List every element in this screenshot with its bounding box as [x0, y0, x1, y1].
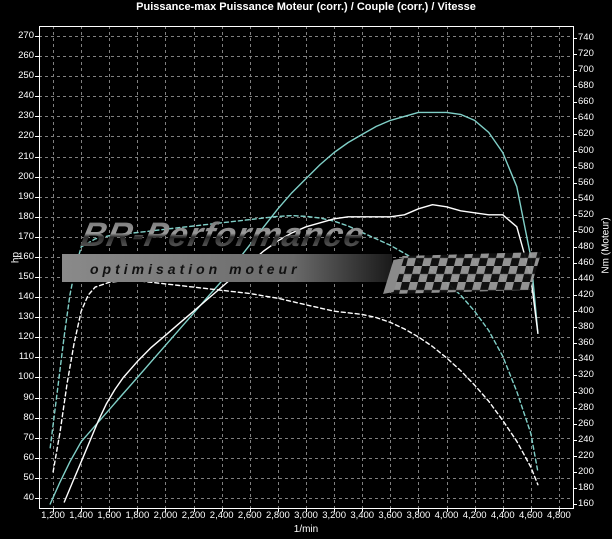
- y-axis-left-tick-label: 180: [18, 210, 34, 222]
- y-axis-left-tick-label: 200: [18, 170, 34, 182]
- y-axis-left-tick-label: 240: [18, 90, 34, 102]
- y-axis-right-tick-label: 740: [578, 32, 594, 44]
- y-axis-right-tick-label: 200: [578, 465, 594, 477]
- y-axis-right-tick-label: 280: [578, 401, 594, 413]
- y-axis-right-tick-label: 440: [578, 273, 594, 285]
- series-line: [63, 203, 539, 503]
- y-axis-left-tick-label: 160: [18, 250, 34, 262]
- y-axis-right-tick-label: 560: [578, 176, 594, 188]
- y-axis-right-tick-label: 700: [578, 64, 594, 76]
- x-axis-tick-label: 2,000: [153, 510, 178, 521]
- y-axis-right-tick-label: 520: [578, 208, 594, 220]
- grid-lines: [39, 26, 573, 508]
- y-axis-left-tick-label: 80: [23, 411, 34, 423]
- y-axis-right-tick-label: 500: [578, 224, 594, 236]
- y-axis-right-tick-label: 240: [578, 433, 594, 445]
- y-axis-left-tick-label: 270: [18, 30, 34, 42]
- x-axis-tick-label: 4,800: [547, 510, 571, 521]
- series-line: [49, 111, 539, 505]
- y-axis-right-tick-label: 300: [578, 385, 594, 397]
- y-axis-left-tick-label: 170: [18, 230, 34, 242]
- y-axis-left-tick-label: 190: [18, 190, 34, 202]
- y-axis-left-tick-label: 70: [23, 431, 34, 443]
- y-axis-left-tick-label: 90: [23, 391, 34, 403]
- y-axis-right-tick-label: 400: [578, 305, 594, 317]
- series-lines: [49, 111, 539, 505]
- x-axis-tick-label: 2,800: [266, 510, 290, 521]
- y-axis-left-tick-label: 150: [18, 271, 34, 283]
- x-axis-tick-label: 3,400: [350, 510, 375, 521]
- y-axis-right-tick-label: 420: [578, 289, 594, 301]
- x-axis-tick-label: 1,400: [69, 510, 94, 521]
- y-axis-left-tick-label: 210: [18, 150, 34, 162]
- y-axis-left-tick-label: 230: [18, 110, 34, 122]
- y-axis-left-tick-label: 220: [18, 130, 34, 142]
- y-axis-right-tick-label: 540: [578, 192, 594, 204]
- y-axis-right-tick-label: 360: [578, 337, 594, 349]
- y-axis-right-tick-label: 180: [578, 481, 594, 493]
- y-axis-left-tick-label: 100: [18, 371, 34, 383]
- plot-frame: [35, 26, 577, 512]
- y-axis-right-tick-label: 660: [578, 96, 594, 108]
- y-axis-right-tick-label: 620: [578, 128, 594, 140]
- x-axis-label: 1/min: [293, 524, 319, 535]
- series-line: [49, 214, 539, 473]
- y-axis-left-tick-label: 260: [18, 50, 34, 62]
- y-axis-right-tick-label: 680: [578, 80, 594, 92]
- y-axis-right-tick-label: 720: [578, 48, 594, 60]
- chart-title: Puissance-max Puissance Moteur (corr.) /…: [136, 1, 476, 13]
- y-axis-left-tick-label: 120: [18, 331, 34, 343]
- x-axis-tick-label: 2,600: [237, 510, 262, 521]
- x-axis-tick-label: 1,600: [97, 510, 122, 521]
- y-axis-left-tick-label: 110: [18, 351, 34, 363]
- x-axis-tick-label: 3,800: [406, 510, 431, 521]
- x-axis-tick-label: 4,200: [462, 510, 487, 521]
- y-axis-right-tick-label: 580: [578, 160, 594, 172]
- y-axis-right-tick-label: 340: [578, 353, 594, 365]
- y-axis-left-tick-label: 140: [18, 291, 34, 303]
- y-axis-right-tick-label: 320: [578, 369, 594, 381]
- y-axis-right-tick-label: 640: [578, 112, 594, 124]
- x-axis-tick-label: 4,400: [490, 510, 515, 521]
- x-axis-tick-label: 1,200: [41, 510, 65, 521]
- y-axis-right-tick-label: 380: [578, 321, 594, 333]
- y-axis-right-tick-label: 600: [578, 144, 594, 156]
- series-line: [52, 280, 539, 486]
- y-axis-left-tick-label: 130: [18, 311, 34, 323]
- y-axis-right-tick-label: 260: [578, 417, 594, 429]
- y-axis-left-tick-label: 60: [23, 451, 34, 463]
- x-axis-tick-label: 4,000: [434, 510, 459, 521]
- x-axis-tick-label: 2,400: [209, 510, 234, 521]
- y-axis-right-tick-label: 460: [578, 256, 594, 268]
- y-axis-left-tick-label: 40: [23, 491, 34, 503]
- y-axis-left-tick-label: 50: [23, 471, 34, 483]
- y-axis-right-tick-label: 480: [578, 240, 594, 252]
- y-axis-right-tick-label: 220: [578, 449, 594, 461]
- x-axis-tick-label: 3,200: [322, 510, 346, 521]
- x-axis-tick-label: 2,200: [181, 510, 206, 521]
- y-axis-right-tick-label: 160: [578, 497, 594, 509]
- x-axis-tick-label: 3,000: [294, 510, 318, 521]
- x-axis-tick-label: 1,800: [125, 510, 150, 521]
- y-axis-left-tick-label: 250: [18, 70, 34, 82]
- x-axis-tick-label: 3,600: [378, 510, 403, 521]
- x-axis-tick-label: 4,600: [518, 510, 543, 521]
